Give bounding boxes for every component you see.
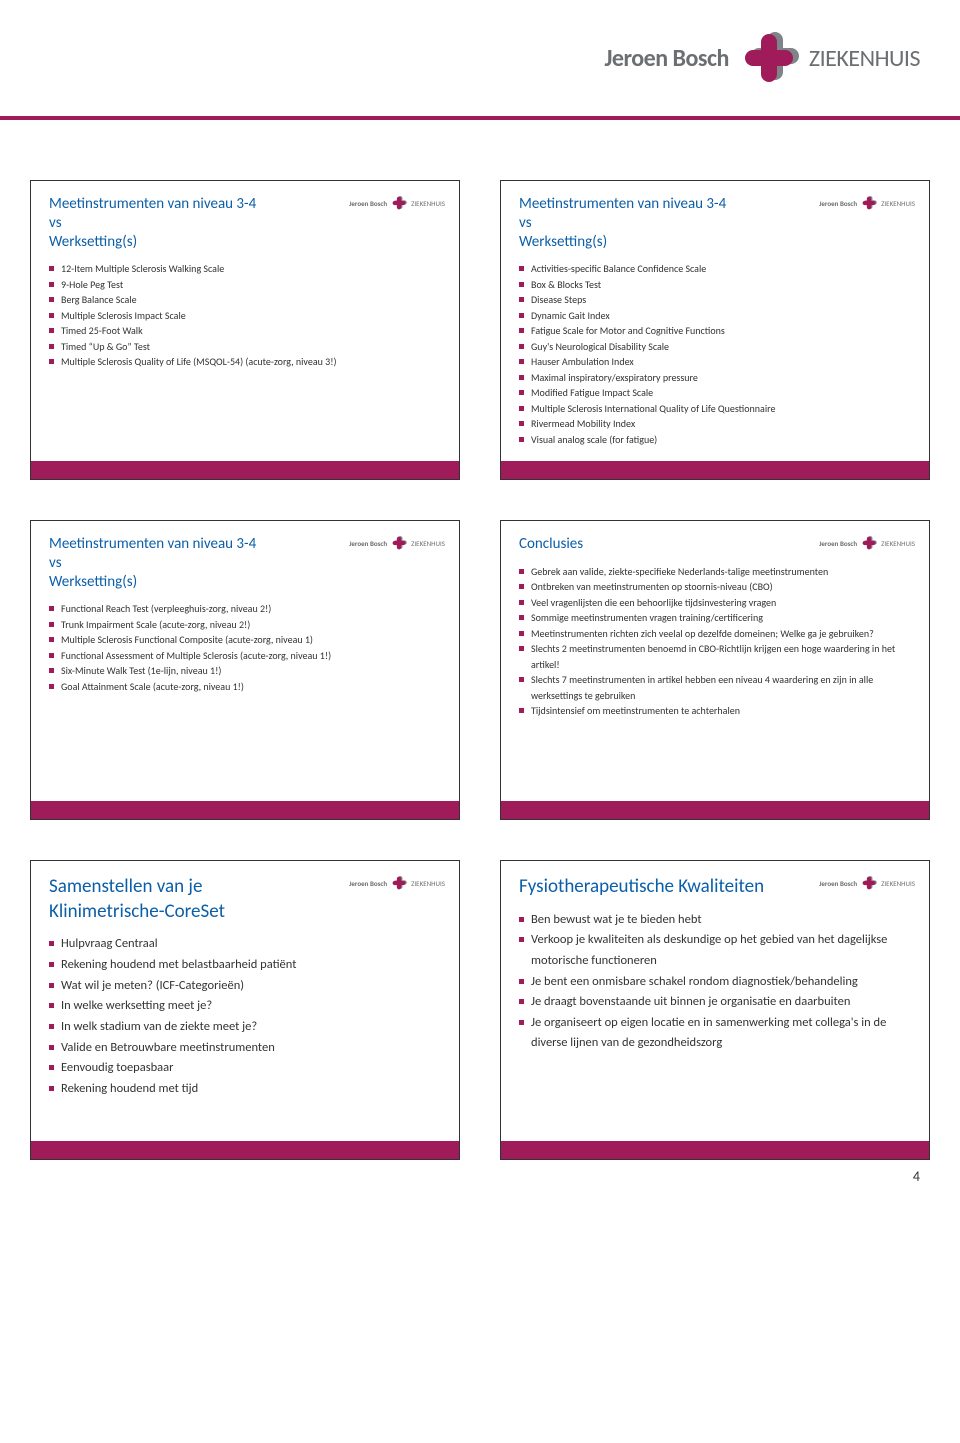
slide: Jeroen Bosch ZIEKENHUIS Meetinstrumenten …: [30, 180, 460, 480]
slide: Jeroen Bosch ZIEKENHUIS Conclusies Gebrek …: [500, 520, 930, 820]
list-item: Rekening houdend met tijd: [49, 1079, 441, 1100]
list-item: Maximal inspiratory/exspiratory pressure: [519, 370, 911, 386]
list-item: Wat wil je meten? (ICF-Categorieën): [49, 976, 441, 997]
slide-list: Functional Reach Test (verpleeghuis-zorg…: [49, 601, 441, 694]
slide-title: Samenstellen van je Klinimetrische-CoreS…: [49, 875, 304, 924]
slide-title: Meetinstrumenten van niveau 3-4vsWerkset…: [49, 195, 304, 251]
list-item: Rivermead Mobility Index: [519, 416, 911, 432]
list-item: Fatigue Scale for Motor and Cognitive Fu…: [519, 323, 911, 339]
slide: Jeroen Bosch ZIEKENHUIS Meetinstrumenten …: [30, 520, 460, 820]
list-item: Sommige meetinstrumenten vragen training…: [519, 610, 911, 626]
slide-accent-bar: [31, 801, 459, 819]
list-item: Multiple Sclerosis Quality of Life (MSQO…: [49, 354, 441, 370]
slide: Jeroen Bosch ZIEKENHUIS Fysiotherapeutisc…: [500, 860, 930, 1160]
slide-accent-bar: [31, 1141, 459, 1159]
slide-accent-bar: [501, 1141, 929, 1159]
list-item: Slechts 7 meetinstrumenten in artikel he…: [519, 672, 911, 703]
list-item: Multiple Sclerosis Impact Scale: [49, 308, 441, 324]
list-item: Timed 25-Foot Walk: [49, 323, 441, 339]
list-item: In welk stadium van de ziekte meet je?: [49, 1017, 441, 1038]
list-item: Gebrek aan valide, ziekte-specifieke Ned…: [519, 564, 911, 580]
list-item: Eenvoudig toepasbaar: [49, 1058, 441, 1079]
slide-title: Meetinstrumenten van niveau 3-4vsWerkset…: [49, 535, 304, 591]
list-item: Je organiseert op eigen locatie en in sa…: [519, 1013, 911, 1054]
slide-logo: Jeroen Bosch ZIEKENHUIS: [349, 195, 445, 211]
list-item: Verkoop je kwaliteiten als deskundige op…: [519, 930, 911, 971]
slide-logo: Jeroen Bosch ZIEKENHUIS: [349, 535, 445, 551]
slide-logo: Jeroen Bosch ZIEKENHUIS: [349, 875, 445, 891]
list-item: Guy's Neurological Disability Scale: [519, 339, 911, 355]
list-item: Six-Minute Walk Test (1e-lijn, niveau 1!…: [49, 663, 441, 679]
list-item: Hauser Ambulation Index: [519, 354, 911, 370]
slide-title: Meetinstrumenten van niveau 3-4vsWerkset…: [519, 195, 774, 251]
slide-title: Fysiotherapeutische Kwaliteiten: [519, 875, 774, 900]
list-item: Multiple Sclerosis Functional Composite …: [49, 632, 441, 648]
header-brand: Jeroen Bosch: [604, 44, 728, 73]
list-item: Activities-specific Balance Confidence S…: [519, 261, 911, 277]
list-item: Rekening houdend met belastbaarheid pati…: [49, 955, 441, 976]
list-item: Je bent een onmisbare schakel rondom dia…: [519, 972, 911, 993]
brand-light: ZIEKENHUIS: [809, 44, 920, 73]
list-item: Veel vragenlijsten die een behoorlijke t…: [519, 595, 911, 611]
page-header: Jeroen Bosch ZIEKENHUIS: [0, 0, 960, 120]
list-item: Multiple Sclerosis International Quality…: [519, 401, 911, 417]
list-item: Trunk Impairment Scale (acute-zorg, nive…: [49, 617, 441, 633]
list-item: Functional Reach Test (verpleeghuis-zorg…: [49, 601, 441, 617]
slide-list: 12-Item Multiple Sclerosis Walking Scale…: [49, 261, 441, 370]
list-item: Goal Attainment Scale (acute-zorg, nivea…: [49, 679, 441, 695]
list-item: Meetinstrumenten richten zich veelal op …: [519, 626, 911, 642]
list-item: Modified Fatigue Impact Scale: [519, 385, 911, 401]
slides-grid: Jeroen Bosch ZIEKENHUIS Meetinstrumenten …: [0, 120, 960, 1200]
brand-bold: Jeroen Bosch: [604, 44, 728, 73]
list-item: Je draagt bovenstaande uit binnen je org…: [519, 992, 911, 1013]
slide-list: Ben bewust wat je te bieden hebtVerkoop …: [519, 910, 911, 1054]
list-item: In welke werksetting meet je?: [49, 996, 441, 1017]
list-item: Slechts 2 meetinstrumenten benoemd in CB…: [519, 641, 911, 672]
slide: Jeroen Bosch ZIEKENHUIS Samenstellen van …: [30, 860, 460, 1160]
list-item: 9-Hole Peg Test: [49, 277, 441, 293]
slide: Jeroen Bosch ZIEKENHUIS Meetinstrumenten …: [500, 180, 930, 480]
list-item: Berg Balance Scale: [49, 292, 441, 308]
list-item: Dynamic Gait Index: [519, 308, 911, 324]
list-item: Ontbreken van meetinstrumenten op stoorn…: [519, 579, 911, 595]
slide-logo: Jeroen Bosch ZIEKENHUIS: [819, 875, 915, 891]
page-number: 4: [913, 1168, 920, 1185]
slide-title: Conclusies: [519, 535, 774, 554]
slide-accent-bar: [31, 461, 459, 479]
list-item: Timed “Up & Go” Test: [49, 339, 441, 355]
list-item: Disease Steps: [519, 292, 911, 308]
slide-list: Gebrek aan valide, ziekte-specifieke Ned…: [519, 564, 911, 719]
slide-logo: Jeroen Bosch ZIEKENHUIS: [819, 195, 915, 211]
list-item: Tijdsintensief om meetinstrumenten te ac…: [519, 703, 911, 719]
slide-list: Hulpvraag CentraalRekening houdend met b…: [49, 934, 441, 1099]
slide-accent-bar: [501, 461, 929, 479]
slide-list: Activities-specific Balance Confidence S…: [519, 261, 911, 447]
list-item: Valide en Betrouwbare meetinstrumenten: [49, 1038, 441, 1059]
slide-accent-bar: [501, 801, 929, 819]
header-brand-light: ZIEKENHUIS: [809, 44, 920, 73]
list-item: Functional Assessment of Multiple Sclero…: [49, 648, 441, 664]
list-item: Ben bewust wat je te bieden hebt: [519, 910, 911, 931]
list-item: Visual analog scale (for fatigue): [519, 432, 911, 448]
list-item: Box & Blocks Test: [519, 277, 911, 293]
list-item: 12-Item Multiple Sclerosis Walking Scale: [49, 261, 441, 277]
cross-icon: [739, 28, 799, 88]
slide-logo: Jeroen Bosch ZIEKENHUIS: [819, 535, 915, 551]
list-item: Hulpvraag Centraal: [49, 934, 441, 955]
